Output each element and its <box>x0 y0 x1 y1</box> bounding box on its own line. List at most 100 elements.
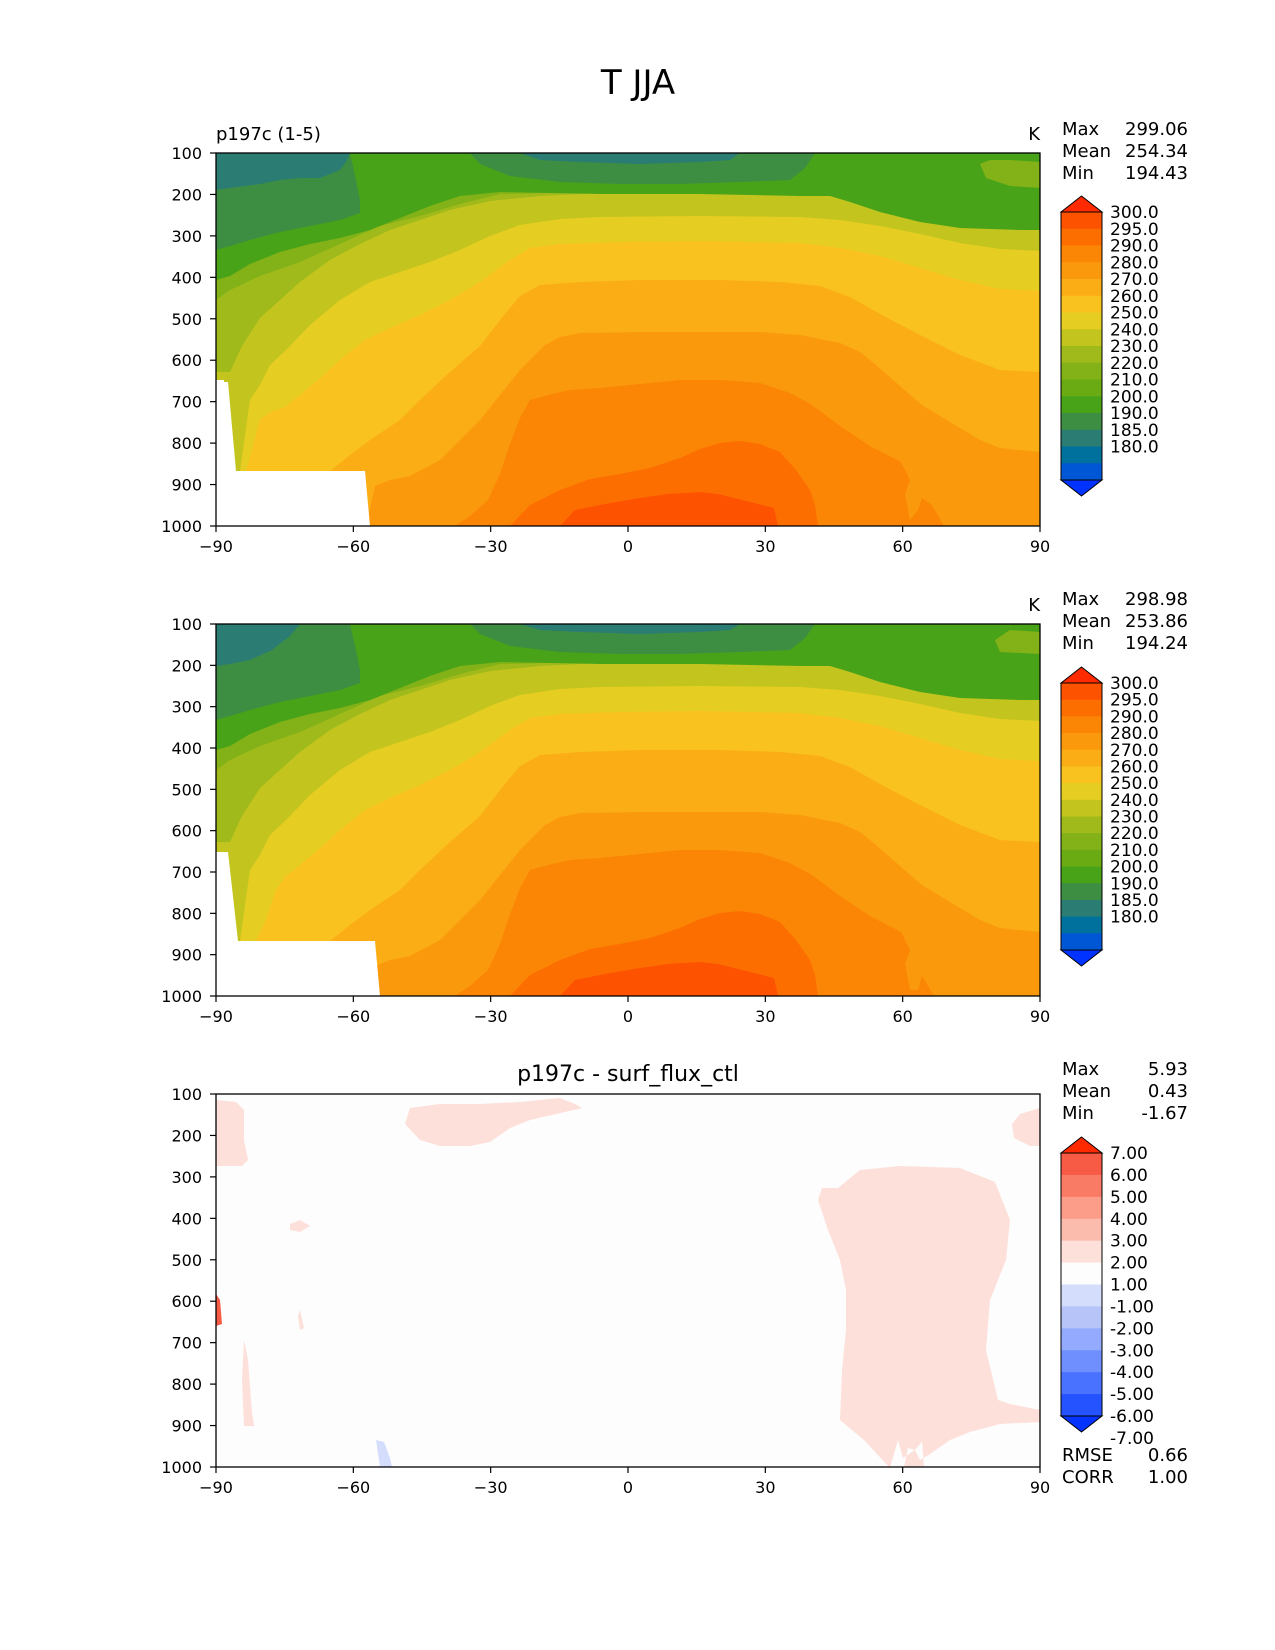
y-tick-label: 100 <box>171 1085 202 1104</box>
x-tick-label: −30 <box>474 537 508 556</box>
colorbar-label: -3.00 <box>1110 1341 1154 1361</box>
y-tick-label: 700 <box>171 1334 202 1353</box>
colorbar-label: 190.0 <box>1110 404 1159 424</box>
colorbar-label: -6.00 <box>1110 1407 1154 1427</box>
x-tick-label: 90 <box>1030 537 1050 556</box>
y-tick-label: 200 <box>171 1126 202 1145</box>
colorbar-segment <box>1061 228 1102 246</box>
colorbar-segment <box>1061 396 1102 414</box>
stat-value-max: 298.98 <box>1125 589 1188 610</box>
band-210 <box>216 153 1040 280</box>
colorbar-label: 295.0 <box>1110 691 1159 711</box>
colorbar-label: 280.0 <box>1110 724 1159 744</box>
positive-region-np <box>1012 1108 1040 1146</box>
colorbar-segment <box>1061 245 1102 263</box>
colorbar-label: 260.0 <box>1110 287 1159 307</box>
missing-data-mask-2 <box>216 382 370 526</box>
colorbar-segment <box>1061 883 1102 901</box>
panel-1: p197c (1-5) K Max 299.06 Mean 254.34 Min… <box>161 119 1188 556</box>
colorbar-label: 230.0 <box>1110 808 1159 828</box>
y-tick-label: 300 <box>171 227 202 246</box>
colorbar-segment <box>1061 766 1102 784</box>
stat-label-min: Min <box>1062 163 1094 184</box>
y-tick-label: 300 <box>171 1168 202 1187</box>
stat-label-mean: Mean <box>1062 141 1111 162</box>
colorbar-label: 300.0 <box>1110 203 1159 223</box>
colorbar-segment <box>1061 429 1102 447</box>
positive-region-tropics <box>405 1098 582 1146</box>
colorbar-label: 5.00 <box>1110 1188 1148 1208</box>
y-tick-label: 1000 <box>161 1458 202 1477</box>
panel-units: K <box>1028 124 1041 145</box>
band-240 <box>216 624 1040 941</box>
colorbar-label: 270.0 <box>1110 741 1159 761</box>
colorbar-segment <box>1061 716 1102 734</box>
x-tick-label: 30 <box>755 1007 775 1026</box>
colorbar-label: 3.00 <box>1110 1232 1148 1252</box>
axes: −90 −60 −30 0 30 60 90 100 200 300 400 500 600 700 800… <box>161 144 1050 556</box>
y-tick-label: 600 <box>171 351 202 370</box>
colorbar-extend-min <box>1059 949 1104 967</box>
colorbar-segment <box>1061 733 1102 751</box>
colorbar-label: 220.0 <box>1110 824 1159 844</box>
colorbar-segment <box>1061 1262 1102 1285</box>
y-tick-label: 400 <box>171 739 202 758</box>
x-tick-label: −90 <box>199 1478 233 1497</box>
y-tick-label: 500 <box>171 310 202 329</box>
stat-label-rmse: RMSE <box>1062 1445 1113 1466</box>
colorbar-label: 250.0 <box>1110 774 1159 794</box>
colorbar-label: 295.0 <box>1110 220 1159 240</box>
colorbar-label: 4.00 <box>1110 1210 1148 1230</box>
colorbar: 300.0295.0290.0280.0270.0260.0250.0240.0… <box>1059 666 1159 967</box>
colorbar-segment <box>1061 1240 1102 1264</box>
colorbar-label: 2.00 <box>1110 1254 1148 1274</box>
colorbar-label: 7.00 <box>1110 1144 1148 1164</box>
colorbar-label: 190.0 <box>1110 874 1159 894</box>
y-tick-label: 200 <box>171 656 202 675</box>
x-tick-label: −60 <box>336 1007 370 1026</box>
colorbar-segment <box>1061 899 1102 918</box>
y-tick-label: 600 <box>171 822 202 841</box>
colorbar-segment <box>1061 1218 1102 1242</box>
colorbar-segment <box>1061 799 1102 817</box>
colorbar-label: 290.0 <box>1110 237 1159 257</box>
colorbar-label: -5.00 <box>1110 1385 1154 1405</box>
y-tick-label: 800 <box>171 1375 202 1394</box>
stats-block: Max 299.06 Mean 254.34 Min 194.43 <box>1062 119 1188 184</box>
colorbar-frame <box>1060 682 1103 951</box>
colorbar-segment <box>1061 1174 1102 1198</box>
x-tick-label: 30 <box>755 537 775 556</box>
colorbar-label: 260.0 <box>1110 757 1159 777</box>
colorbar-segment <box>1061 446 1102 464</box>
colorbar-label: 270.0 <box>1110 270 1159 290</box>
stat-label-min: Min <box>1062 633 1094 654</box>
contour-field-2 <box>216 624 1040 996</box>
axes: −90 −60 −30 0 30 60 90 100 200 300 400 500 600 700 800… <box>161 1085 1050 1497</box>
colorbar-segment <box>1061 783 1102 801</box>
x-tick-label: −90 <box>199 537 233 556</box>
y-tick-label: 800 <box>171 434 202 453</box>
band-200 <box>216 624 815 720</box>
colorbar-segment <box>1061 312 1102 330</box>
colorbar-label: 6.00 <box>1110 1166 1148 1186</box>
x-tick-label: −60 <box>336 1478 370 1497</box>
x-tick-label: 60 <box>892 1007 912 1026</box>
colorbar-label: 200.0 <box>1110 858 1159 878</box>
panel-center-title: p197c - surf_flux_ctl <box>517 1062 739 1087</box>
stat-label-min: Min <box>1062 1103 1094 1124</box>
stat-label-max: Max <box>1062 1059 1100 1080</box>
y-tick-label: 700 <box>171 863 202 882</box>
colorbar-segment <box>1061 346 1102 364</box>
colorbar-label: 210.0 <box>1110 371 1159 391</box>
colorbar-label: 185.0 <box>1110 421 1159 441</box>
x-tick-label: −90 <box>199 1007 233 1026</box>
colorbar-label: -4.00 <box>1110 1363 1154 1383</box>
colorbar-label: 185.0 <box>1110 891 1159 911</box>
colorbar-extend-min <box>1059 1415 1104 1433</box>
panel-2: K Max 298.98 Mean 253.86 Min 194.24 −90−… <box>161 589 1188 1026</box>
colorbar-segment <box>1061 1196 1102 1220</box>
stat-label-mean: Mean <box>1062 1081 1111 1102</box>
y-tick-label: 1000 <box>161 517 202 536</box>
stat-value-corr: 1.00 <box>1148 1467 1188 1488</box>
y-tick-label: 600 <box>171 1292 202 1311</box>
